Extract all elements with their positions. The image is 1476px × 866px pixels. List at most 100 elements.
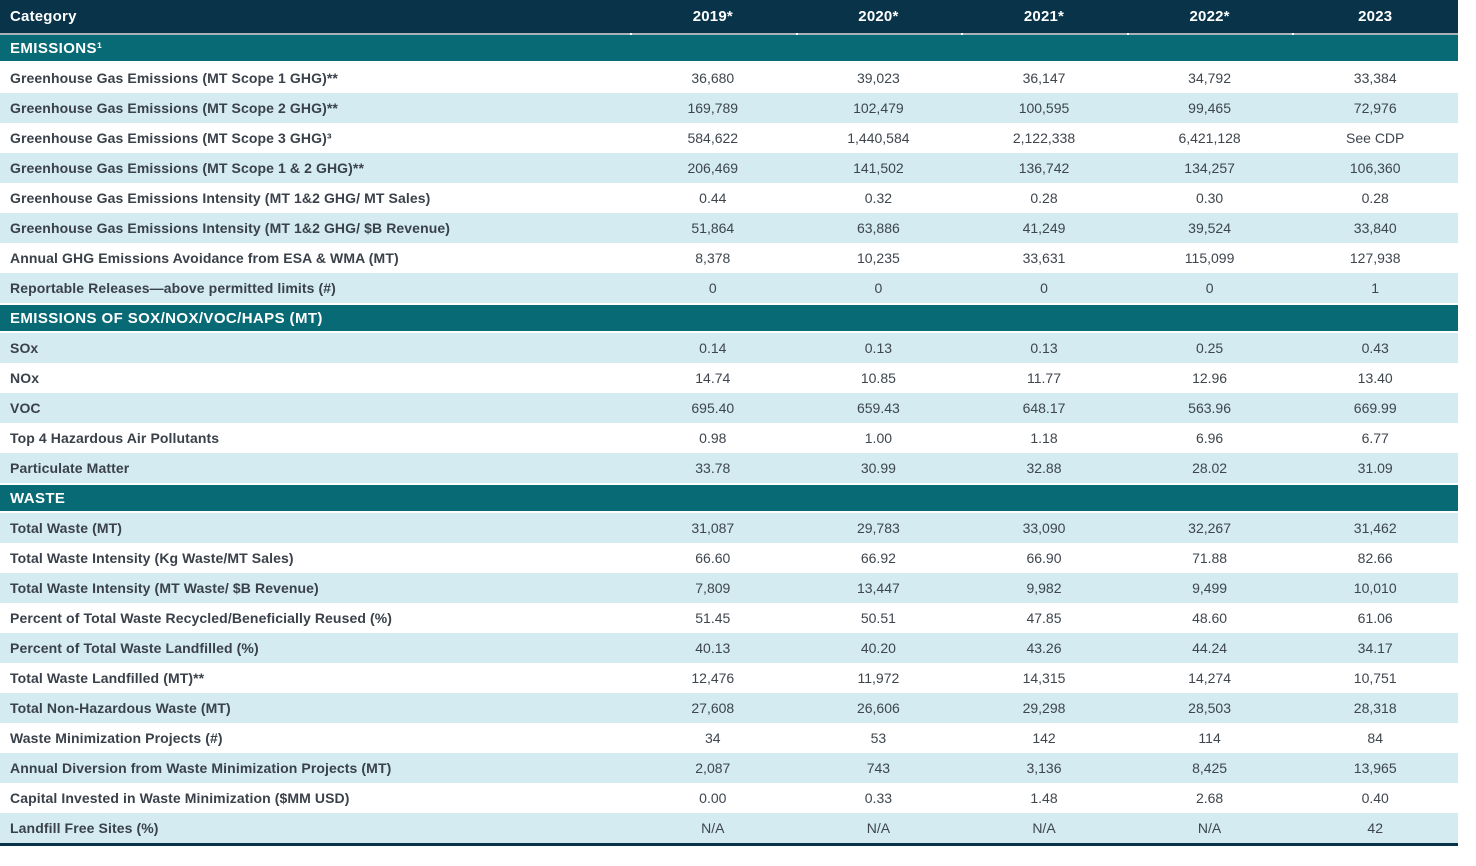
row-value: 100,595 bbox=[1018, 100, 1070, 116]
row-value: 50.51 bbox=[860, 610, 896, 626]
table-row: NOx 14.74 10.85 11.77 12.96 13.40 bbox=[0, 363, 1458, 393]
row-value: 0.98 bbox=[699, 430, 727, 446]
row-value: 43.26 bbox=[1026, 640, 1062, 656]
row-value: 40.13 bbox=[695, 640, 731, 656]
table-row: Reportable Releases—above permitted limi… bbox=[0, 273, 1458, 303]
row-label: VOC bbox=[10, 400, 41, 416]
row-label: Landfill Free Sites (%) bbox=[10, 820, 159, 836]
row-value: 33,840 bbox=[1353, 220, 1397, 236]
row-value: 0.44 bbox=[699, 190, 727, 206]
row-value: 0.25 bbox=[1195, 340, 1224, 356]
row-value: 39,023 bbox=[856, 70, 900, 86]
row-value: 1.00 bbox=[864, 430, 893, 446]
row-value: 34 bbox=[705, 730, 721, 746]
row-value: 10,010 bbox=[1353, 580, 1397, 596]
row-value: 9,499 bbox=[1192, 580, 1228, 596]
row-label: Percent of Total Waste Recycled/Benefici… bbox=[10, 610, 393, 626]
row-value: 13.40 bbox=[1357, 370, 1393, 386]
row-value: 82.66 bbox=[1357, 550, 1393, 566]
row-label: Top 4 Hazardous Air Pollutants bbox=[10, 430, 220, 446]
row-label: Total Non-Hazardous Waste (MT) bbox=[10, 700, 231, 716]
table-row: Total Waste Intensity (Kg Waste/MT Sales… bbox=[0, 543, 1458, 573]
row-value: 141,502 bbox=[853, 160, 904, 176]
row-value: 66.90 bbox=[1026, 550, 1062, 566]
year-column-header-2023: 2023 bbox=[1358, 8, 1393, 25]
table-bottom-rule bbox=[0, 843, 1458, 846]
row-label: Greenhouse Gas Emissions (MT Scope 3 GHG… bbox=[10, 130, 332, 146]
table-row: Greenhouse Gas Emissions (MT Scope 1 GHG… bbox=[0, 63, 1458, 93]
row-value: 33,090 bbox=[1022, 520, 1066, 536]
row-value: 36,147 bbox=[1022, 70, 1066, 86]
row-value: See CDP bbox=[1346, 130, 1405, 146]
row-label: Total Waste Landfilled (MT)** bbox=[10, 670, 205, 686]
row-value: 0.13 bbox=[1030, 340, 1058, 356]
row-value: 39,524 bbox=[1188, 220, 1231, 236]
row-value: 743 bbox=[866, 760, 891, 776]
row-value: 1,440,584 bbox=[847, 130, 910, 146]
row-value: 0.13 bbox=[864, 340, 893, 356]
section-header: WASTE bbox=[0, 483, 1458, 513]
row-value: 42 bbox=[1367, 820, 1383, 836]
table-header-row: Category 2019* 2020* 2021* 2022* 2023 bbox=[0, 0, 1458, 33]
row-value: 0.00 bbox=[699, 790, 727, 806]
row-value: 13,965 bbox=[1353, 760, 1397, 776]
table-row: Total Waste Intensity (MT Waste/ $B Reve… bbox=[0, 573, 1458, 603]
separator-segment bbox=[961, 33, 1127, 35]
separator-segment bbox=[630, 33, 796, 35]
row-value: 32.88 bbox=[1026, 460, 1062, 476]
row-value: 26,606 bbox=[856, 700, 900, 716]
row-value: 206,469 bbox=[687, 160, 739, 176]
row-value: 31,087 bbox=[691, 520, 735, 536]
row-value: 29,783 bbox=[856, 520, 900, 536]
row-label: Particulate Matter bbox=[10, 460, 130, 476]
row-label: Reportable Releases—above permitted limi… bbox=[10, 280, 336, 296]
table-row: Percent of Total Waste Landfilled (%) 40.… bbox=[0, 633, 1458, 663]
row-value: 7,809 bbox=[695, 580, 731, 596]
row-label: Greenhouse Gas Emissions Intensity (MT 1… bbox=[10, 220, 451, 236]
separator-segment bbox=[0, 33, 630, 35]
row-value: N/A bbox=[866, 820, 891, 836]
year-column-header-2021: 2021* bbox=[1023, 8, 1065, 25]
table-row: Total Non-Hazardous Waste (MT) 27,608 26,6… bbox=[0, 693, 1458, 723]
row-value: 33,631 bbox=[1022, 250, 1066, 266]
row-value: 31,462 bbox=[1353, 520, 1397, 536]
table-row: Greenhouse Gas Emissions (MT Scope 3 GHG… bbox=[0, 123, 1458, 153]
row-value: 9,982 bbox=[1026, 580, 1062, 596]
row-value: 0.32 bbox=[864, 190, 893, 206]
row-value: 0.33 bbox=[864, 790, 893, 806]
row-value: 32,267 bbox=[1188, 520, 1231, 536]
table-row: Capital Invested in Waste Minimization (… bbox=[0, 783, 1458, 813]
table-row: Percent of Total Waste Recycled/Benefici… bbox=[0, 603, 1458, 633]
row-value: 2,122,338 bbox=[1012, 130, 1076, 146]
row-value: 6,421,128 bbox=[1178, 130, 1241, 146]
row-label: Percent of Total Waste Landfilled (%) bbox=[10, 640, 259, 656]
row-label: Total Waste (MT) bbox=[10, 520, 123, 536]
row-value: 6.77 bbox=[1361, 430, 1389, 446]
row-value: 127,938 bbox=[1349, 250, 1401, 266]
table-row: Annual GHG Emissions Avoidance from ESA … bbox=[0, 243, 1458, 273]
table-row: SOx 0.14 0.13 0.13 0.25 0.43 bbox=[0, 333, 1458, 363]
row-value: 10.85 bbox=[860, 370, 896, 386]
row-value: 72,976 bbox=[1353, 100, 1397, 116]
row-value: 0 bbox=[874, 280, 883, 296]
row-value: 40.20 bbox=[860, 640, 896, 656]
row-value: 169,789 bbox=[687, 100, 739, 116]
row-value: 115,099 bbox=[1184, 250, 1235, 266]
row-value: 695.40 bbox=[691, 400, 735, 416]
row-value: 28,503 bbox=[1188, 700, 1231, 716]
row-value: 1.18 bbox=[1030, 430, 1058, 446]
row-label: SOx bbox=[10, 340, 39, 356]
separator-segment bbox=[1292, 33, 1458, 35]
row-value: 114 bbox=[1198, 730, 1221, 746]
row-value: 0.43 bbox=[1361, 340, 1389, 356]
row-value: 11,972 bbox=[857, 670, 900, 686]
row-value: 31.09 bbox=[1357, 460, 1393, 476]
row-value: 563.96 bbox=[1188, 400, 1231, 416]
table-body: EMISSIONS¹ Greenhouse Gas Emissions (MT S… bbox=[0, 35, 1458, 843]
row-value: 11.77 bbox=[1026, 370, 1061, 386]
row-value: 14,274 bbox=[1188, 670, 1231, 686]
esg-data-table: Category 2019* 2020* 2021* 2022* 2023 EM… bbox=[0, 0, 1458, 846]
row-value: 48.60 bbox=[1192, 610, 1228, 626]
row-value: 36,680 bbox=[691, 70, 735, 86]
row-value: N/A bbox=[1197, 820, 1222, 836]
